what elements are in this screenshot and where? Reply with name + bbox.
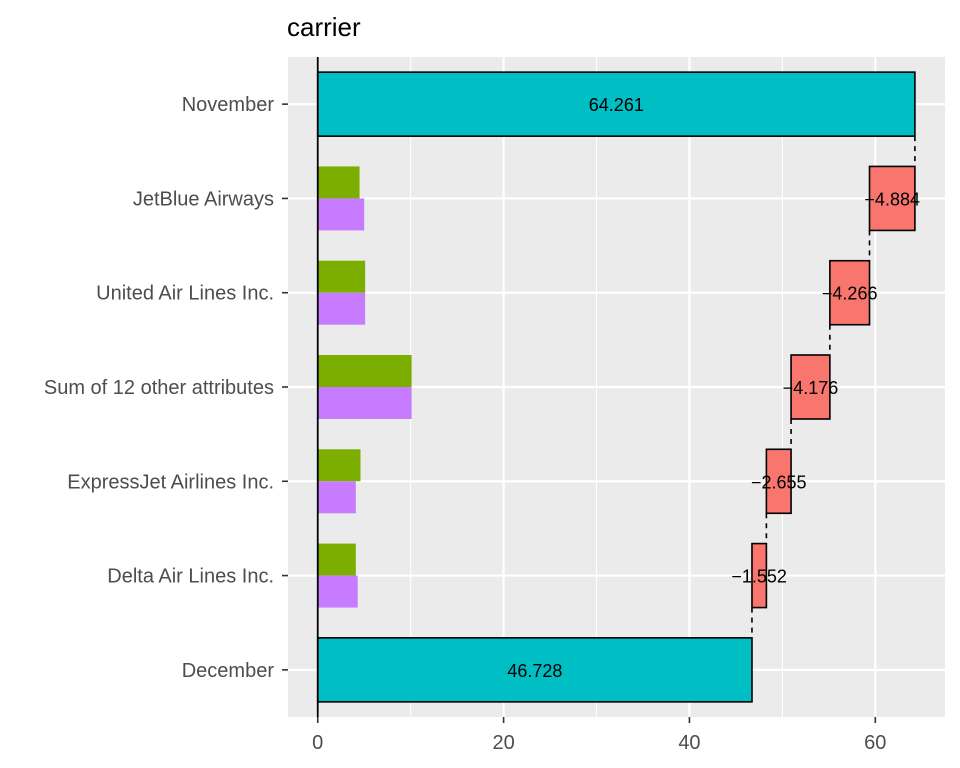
y-tick-label: JetBlue Airways bbox=[133, 188, 274, 210]
step-bar bbox=[751, 542, 768, 609]
step-bar bbox=[868, 165, 916, 232]
contribution-bar-green bbox=[317, 543, 356, 576]
x-tick-label: 20 bbox=[492, 732, 514, 754]
bar-value-label: −4.884 bbox=[864, 189, 920, 209]
x-axis: 0 20 40 60 bbox=[312, 717, 886, 754]
contribution-bar-purple bbox=[317, 575, 358, 608]
contribution-bar-green bbox=[317, 260, 366, 293]
bar-value-label: 64.261 bbox=[589, 95, 644, 115]
y-tick-label: Delta Air Lines Inc. bbox=[107, 566, 274, 588]
y-tick-label: United Air Lines Inc. bbox=[96, 283, 274, 305]
bar-value-label: −2.655 bbox=[751, 472, 807, 492]
x-tick-label: 60 bbox=[864, 732, 886, 754]
contribution-bar-purple bbox=[317, 387, 412, 419]
step-bar bbox=[790, 354, 831, 420]
bar-value-label: −4.176 bbox=[783, 378, 839, 398]
x-tick-label: 0 bbox=[312, 732, 323, 754]
total-bar bbox=[316, 71, 916, 137]
y-tick-label: ExpressJet Airlines Inc. bbox=[67, 471, 274, 493]
contribution-bar-purple bbox=[317, 198, 365, 231]
step-bar bbox=[829, 259, 871, 326]
y-tick-label: November bbox=[182, 94, 275, 116]
y-axis: November JetBlue Airways United Air Lines … bbox=[44, 94, 288, 682]
contribution-bar-green bbox=[317, 166, 360, 199]
bar-value-label: −4.266 bbox=[822, 284, 878, 304]
bars bbox=[316, 57, 916, 717]
x-tick-label: 40 bbox=[678, 732, 700, 754]
y-tick-label: Sum of 12 other attributes bbox=[44, 377, 274, 399]
data-labels: 64.261 −4.884 −4.266 −4.176 −2.655 −1.552 46.7… bbox=[507, 95, 920, 681]
bar-value-label: 46.728 bbox=[507, 661, 562, 681]
total-bar bbox=[316, 637, 753, 703]
contribution-bar-purple bbox=[317, 292, 366, 325]
contribution-bar-purple bbox=[317, 481, 356, 514]
contribution-bar-green bbox=[317, 449, 361, 482]
step-bar bbox=[765, 448, 792, 515]
chart-title: carrier bbox=[287, 12, 361, 42]
bar-value-label: −1.552 bbox=[731, 567, 787, 587]
y-tick-label: December bbox=[182, 660, 275, 682]
contribution-bar-green bbox=[317, 355, 412, 387]
